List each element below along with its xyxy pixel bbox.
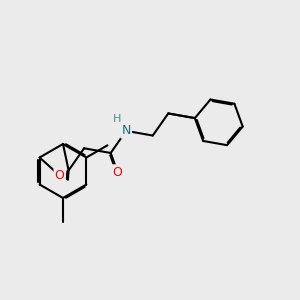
Text: O: O	[113, 166, 123, 178]
Text: N: N	[122, 124, 131, 137]
Text: H: H	[112, 115, 121, 124]
Text: O: O	[55, 169, 64, 182]
